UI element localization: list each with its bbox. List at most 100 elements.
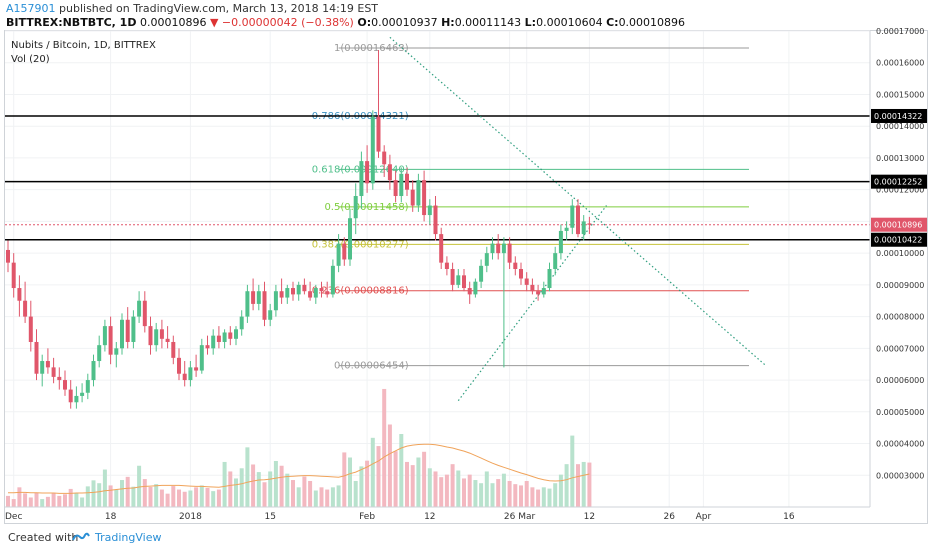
- time-axis[interactable]: Dec 18 2018 15 Feb 12 26 Mar 12 26 Apr 16: [5, 506, 870, 522]
- candle-body: [553, 253, 558, 269]
- volume-bar: [205, 487, 210, 507]
- candle-body: [536, 291, 541, 295]
- fib-level-label: 0.382(0.00010277): [312, 239, 409, 250]
- candle-body: [256, 291, 261, 304]
- candle-body: [490, 243, 495, 254]
- candle-body: [336, 243, 341, 266]
- candle-body: [473, 281, 478, 295]
- candle-body: [17, 288, 22, 301]
- candle-body: [365, 161, 370, 184]
- volume-bar: [228, 471, 233, 507]
- volume-bar: [587, 462, 592, 507]
- volume-bar: [433, 471, 438, 507]
- candle-body: [507, 243, 512, 263]
- volume-bar: [154, 484, 159, 507]
- volume-bar: [171, 486, 176, 507]
- price-axis[interactable]: 0.00017000 0.00016000 0.00015000 0.00014000…: [869, 27, 927, 507]
- volume-bar: [325, 489, 330, 507]
- candle-body: [570, 205, 575, 228]
- volume-bar: [177, 489, 181, 507]
- price-tick-label: 0.00014000: [876, 122, 924, 131]
- candle-body: [165, 338, 170, 342]
- horizontal-line-price-tag: [871, 174, 927, 189]
- time-tick-label: 18: [105, 512, 117, 522]
- volume-bar: [34, 492, 39, 507]
- candle-body: [399, 173, 404, 197]
- candle-body: [11, 262, 16, 289]
- publish-header: A157901 published on TradingView.com, Ma…: [6, 2, 378, 15]
- candle-body: [444, 262, 449, 269]
- candle-body: [427, 205, 432, 216]
- high-label: H:: [441, 16, 455, 29]
- trendlines: [389, 36, 767, 402]
- volume-bar: [63, 494, 67, 507]
- candle-body: [102, 326, 107, 346]
- price-tick-label: 0.00005000: [876, 408, 924, 417]
- volume-bar: [188, 490, 193, 507]
- fib-level-label: 0(0.00006454): [334, 361, 409, 372]
- volume-bar: [359, 466, 364, 507]
- candle-body: [541, 288, 546, 295]
- candle-body: [433, 205, 438, 235]
- candle-body: [148, 326, 153, 346]
- publish-info: published on TradingView.com, March 13, …: [59, 2, 379, 15]
- volume-bar: [422, 451, 427, 507]
- volume-bar: [6, 495, 10, 507]
- volume-bar: [496, 479, 501, 507]
- candle-body: [439, 234, 444, 263]
- horizontal-line-price-label: 0.00014322: [874, 112, 922, 121]
- price-tick-label: 0.00017000: [876, 27, 924, 36]
- volume-bar: [45, 496, 50, 507]
- volume-bar: [456, 470, 461, 507]
- candle-body: [581, 221, 586, 235]
- volume-bar: [427, 468, 432, 507]
- volume-bar: [131, 486, 136, 507]
- volume-bar: [319, 487, 324, 507]
- volume-bar: [524, 480, 529, 507]
- volume-bar: [102, 469, 107, 507]
- volume-bar: [256, 472, 261, 507]
- candle-body: [251, 291, 256, 304]
- volume-bar: [57, 495, 62, 507]
- volume-bar: [387, 424, 392, 507]
- volume-bar: [336, 485, 341, 507]
- candle-body: [80, 392, 85, 396]
- candle-body: [131, 316, 136, 342]
- price-tick-label: 0.00004000: [876, 440, 924, 449]
- open-label: O:: [357, 16, 372, 29]
- price-tick-label: 0.00007000: [876, 344, 924, 353]
- horizontal-line-price-label: 0.00012252: [874, 178, 922, 187]
- volume-bar: [80, 497, 85, 507]
- volume-bar: [51, 492, 56, 507]
- candle-body: [513, 262, 518, 269]
- volume-bar: [479, 483, 484, 507]
- volume-bar: [501, 473, 506, 507]
- tradingview-brand-link[interactable]: TradingView: [95, 531, 162, 544]
- candle-body: [302, 284, 307, 292]
- volume-bar: [564, 464, 569, 507]
- time-tick-label: 15: [264, 512, 275, 522]
- symbol-label: BITTREX:NBTBTC, 1D: [6, 16, 137, 29]
- candle-body: [530, 284, 535, 292]
- volume-bar: [222, 461, 227, 507]
- price-change: ▼ −0.00000042 (−0.38%): [209, 16, 354, 29]
- candle-body: [319, 288, 324, 292]
- volume-bar: [120, 480, 124, 507]
- volume-bar: [439, 477, 444, 507]
- candle-body: [114, 348, 119, 355]
- volume-bar: [382, 388, 387, 507]
- candle-body: [205, 345, 210, 349]
- fib-level-label: 1(0.00016463): [334, 43, 409, 54]
- author-link[interactable]: A157901: [6, 2, 56, 15]
- candle-body: [222, 332, 227, 342]
- volume-bar: [285, 473, 290, 507]
- volume-bar: [296, 487, 301, 507]
- volume-bar: [28, 497, 33, 507]
- footer: Created with TradingView: [0, 526, 932, 550]
- volume-bar: [405, 461, 409, 507]
- candle-body: [376, 116, 381, 152]
- candle-body: [462, 275, 466, 289]
- volume-bar: [348, 457, 352, 507]
- candle-body: [211, 335, 216, 349]
